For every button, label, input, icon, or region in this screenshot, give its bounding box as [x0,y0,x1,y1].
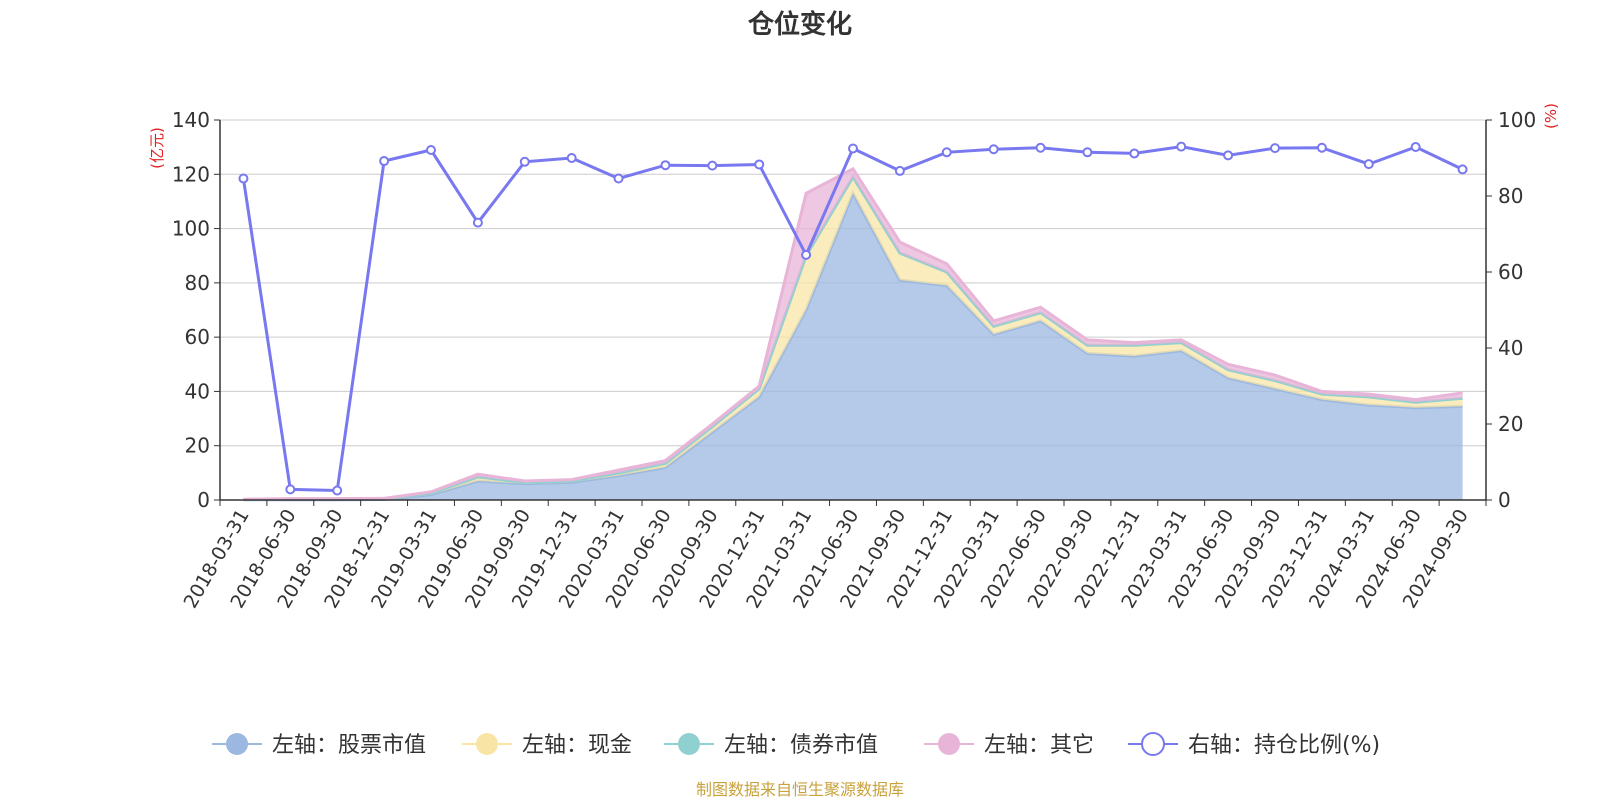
legend-label: 左轴：现金 [522,733,632,758]
legend-marker [476,733,498,755]
left-tick-label: 80 [185,271,210,295]
left-tick-label: 0 [197,488,210,512]
line-point [1270,143,1280,154]
line-point [285,484,296,495]
left-tick-label: 40 [185,379,210,403]
line-point [988,144,999,155]
legend-label: 左轴：股票市值 [272,733,426,758]
line-point [1457,164,1468,175]
line-series [238,141,1468,496]
line-point [894,165,905,176]
line-point [848,143,858,154]
right-tick-label: 20 [1498,412,1523,436]
right-axis-unit: (%) [1542,103,1560,129]
left-tick-label: 120 [172,162,210,186]
legend-label: 右轴：持仓比例(%) [1188,733,1380,758]
line-point [519,156,530,167]
line-point [332,485,343,496]
line-point [1316,142,1327,153]
line-point [238,173,249,184]
left-tick-label: 60 [185,325,210,349]
line-point [426,145,436,156]
line-point [660,160,671,171]
source-note: 制图数据来自恒生聚源数据库 [695,780,904,799]
line-point [801,249,812,260]
line-point [379,156,390,167]
right-tick-label: 40 [1498,336,1523,360]
line-point [1176,141,1187,152]
right-tick-label: 0 [1498,488,1511,512]
area-左轴：股票市值 [243,193,1463,501]
left-tick-label: 20 [185,434,210,458]
line-point [941,147,952,158]
left-tick-label: 140 [172,108,210,132]
legend-label: 左轴：债券市值 [724,733,878,758]
line-point [1363,159,1374,170]
chart-title: 仓位变化 [747,10,852,40]
line-point [566,153,577,163]
line-point [707,160,718,171]
legend: 左轴：股票市值 左轴：现金 左轴：债券市值 左轴：其它 右轴：持仓比例(%) [212,732,1380,758]
right-tick-label: 80 [1498,184,1523,208]
line-point [613,173,624,184]
line-point [472,217,483,228]
left-tick-label: 100 [172,217,210,241]
legend-label: 左轴：其它 [984,733,1094,758]
legend-marker [938,733,960,755]
legend-marker [678,733,700,755]
area-edge-左轴：其它 [243,166,1463,501]
line-point [1223,150,1234,161]
line-point [1129,148,1140,159]
line-point [1035,142,1046,153]
line-point [1410,141,1421,152]
right-tick-label: 100 [1498,108,1536,132]
legend-marker [226,733,248,755]
left-axis-unit: (亿元) [148,127,166,169]
area-series [243,166,1463,502]
line-point [1082,147,1093,158]
line-point [754,159,765,170]
legend-marker [1141,732,1165,756]
right-tick-label: 60 [1498,260,1523,284]
